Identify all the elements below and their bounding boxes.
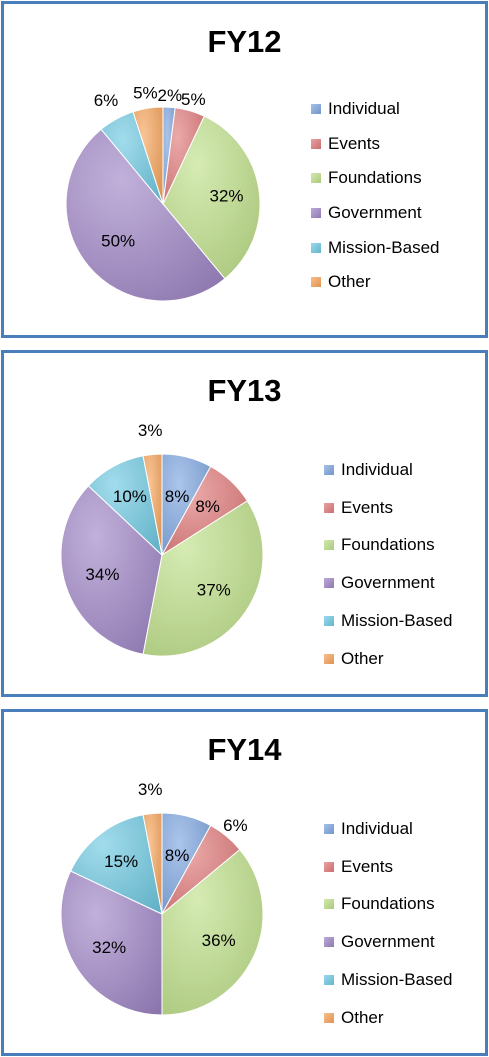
legend-label: Mission-Based <box>341 611 453 631</box>
legend-item: Individual <box>311 92 440 127</box>
pie-slice-other <box>132 106 164 205</box>
data-label: 6% <box>94 91 119 110</box>
legend-label: Individual <box>341 818 413 838</box>
pie-slice-government <box>60 870 163 1016</box>
chart-panel-fy13: FY13 8% 8% 37% 34% 10% 3% Individual Events Fou… <box>1 350 488 697</box>
data-label: 34% <box>85 565 119 584</box>
pie-chart: 2%5% 32% 50% 6% 5% <box>65 83 261 302</box>
legend-label: Other <box>341 648 384 668</box>
legend-item: Other <box>324 999 453 1037</box>
data-label: 15% <box>104 852 138 871</box>
legend-swatch <box>324 823 334 834</box>
data-label: 3% <box>138 780 163 799</box>
legend-label: Individual <box>328 99 400 119</box>
chart-title: FY12 <box>207 24 282 59</box>
legend-label: Government <box>341 932 435 952</box>
legend-swatch <box>311 277 321 288</box>
legend-item: Government <box>324 564 453 602</box>
legend-label: Foundations <box>328 168 422 188</box>
pie-slice-mission-based <box>69 814 163 915</box>
pie-slice-government <box>60 485 163 655</box>
legend-swatch <box>324 899 334 910</box>
legend-label: Events <box>328 133 380 153</box>
legend-swatch <box>324 861 334 872</box>
chart-title: FY14 <box>207 732 282 767</box>
legend-item: Government <box>311 196 440 231</box>
legend-item: Mission-Based <box>311 230 440 265</box>
legend-item: Events <box>311 127 440 162</box>
legend: Individual Events Foundations Government Mis… <box>324 810 453 1037</box>
data-label: 50% <box>101 232 135 251</box>
data-label: 8% <box>195 497 220 516</box>
legend-swatch <box>311 173 321 184</box>
data-label: 8% <box>165 846 190 865</box>
legend-swatch <box>324 653 334 664</box>
legend-item: Foundations <box>311 161 440 196</box>
pie-slice-other <box>142 812 163 915</box>
legend-item: Other <box>324 640 453 678</box>
legend-swatch <box>311 138 321 149</box>
pie-chart: 8% 6% 36% 32% 15% 3% <box>60 780 264 1016</box>
pie-slice-foundations <box>162 115 261 280</box>
data-label: 5% <box>133 83 158 102</box>
legend-label: Government <box>328 203 422 223</box>
legend-label: Other <box>341 1007 384 1027</box>
data-label: 32% <box>92 938 126 957</box>
legend-swatch <box>324 464 334 475</box>
legend-swatch <box>324 578 334 589</box>
data-label: 10% <box>113 487 147 506</box>
legend-item: Mission-Based <box>324 961 453 999</box>
legend-swatch <box>324 540 334 551</box>
data-label: 36% <box>202 931 236 950</box>
legend-item: Government <box>324 923 453 961</box>
legend-item: Individual <box>324 451 453 489</box>
pie-slice-foundations <box>161 848 264 1016</box>
data-label: 37% <box>197 581 231 600</box>
data-label: 6% <box>223 816 248 835</box>
pie-slice-foundations <box>142 500 264 657</box>
legend-swatch <box>324 616 334 627</box>
legend-label: Foundations <box>341 894 435 914</box>
legend-label: Mission-Based <box>341 970 453 990</box>
legend-swatch <box>324 937 334 948</box>
data-label: 2% <box>158 86 183 105</box>
legend-item: Events <box>324 489 453 527</box>
legend-label: Foundations <box>341 535 435 555</box>
data-label: 3% <box>138 421 163 440</box>
chart-title: FY13 <box>207 373 282 408</box>
legend-swatch <box>311 208 321 219</box>
legend-swatch <box>324 1012 334 1023</box>
legend-label: Mission-Based <box>328 237 440 257</box>
chart-panel-fy12: FY12 2% 5% 32% 50% 6% 5% Individual Events Foun… <box>1 1 488 338</box>
legend-swatch <box>311 104 321 115</box>
data-label: 8% <box>165 487 190 506</box>
legend-item: Events <box>324 848 453 886</box>
legend-item: Individual <box>324 810 453 848</box>
legend-item: Other <box>311 265 440 300</box>
pie-chart: 8% 8% 37% 34% 10% 3% <box>60 421 264 657</box>
legend-item: Foundations <box>324 886 453 924</box>
legend: Individual Events Foundations Government Mis… <box>324 451 453 678</box>
pie-slice-other <box>142 453 163 556</box>
chart-panel-fy14: FY14 8% 6% 36% 32% 15% 3% Individual Events Fou… <box>1 709 488 1056</box>
legend: Individual Events Foundations Government Mis… <box>311 92 440 300</box>
legend-label: Government <box>341 573 435 593</box>
pie-slice-government <box>65 128 226 302</box>
legend-swatch <box>311 242 321 253</box>
legend-label: Events <box>341 856 393 876</box>
legend-label: Other <box>328 272 371 292</box>
data-label: 5% <box>181 90 206 109</box>
legend-item: Mission-Based <box>324 602 453 640</box>
data-label: 32% <box>209 186 243 205</box>
legend-item: Foundations <box>324 527 453 565</box>
legend-label: Individual <box>341 459 413 479</box>
legend-swatch <box>324 502 334 513</box>
legend-swatch <box>324 975 334 986</box>
legend-label: Events <box>341 497 393 517</box>
